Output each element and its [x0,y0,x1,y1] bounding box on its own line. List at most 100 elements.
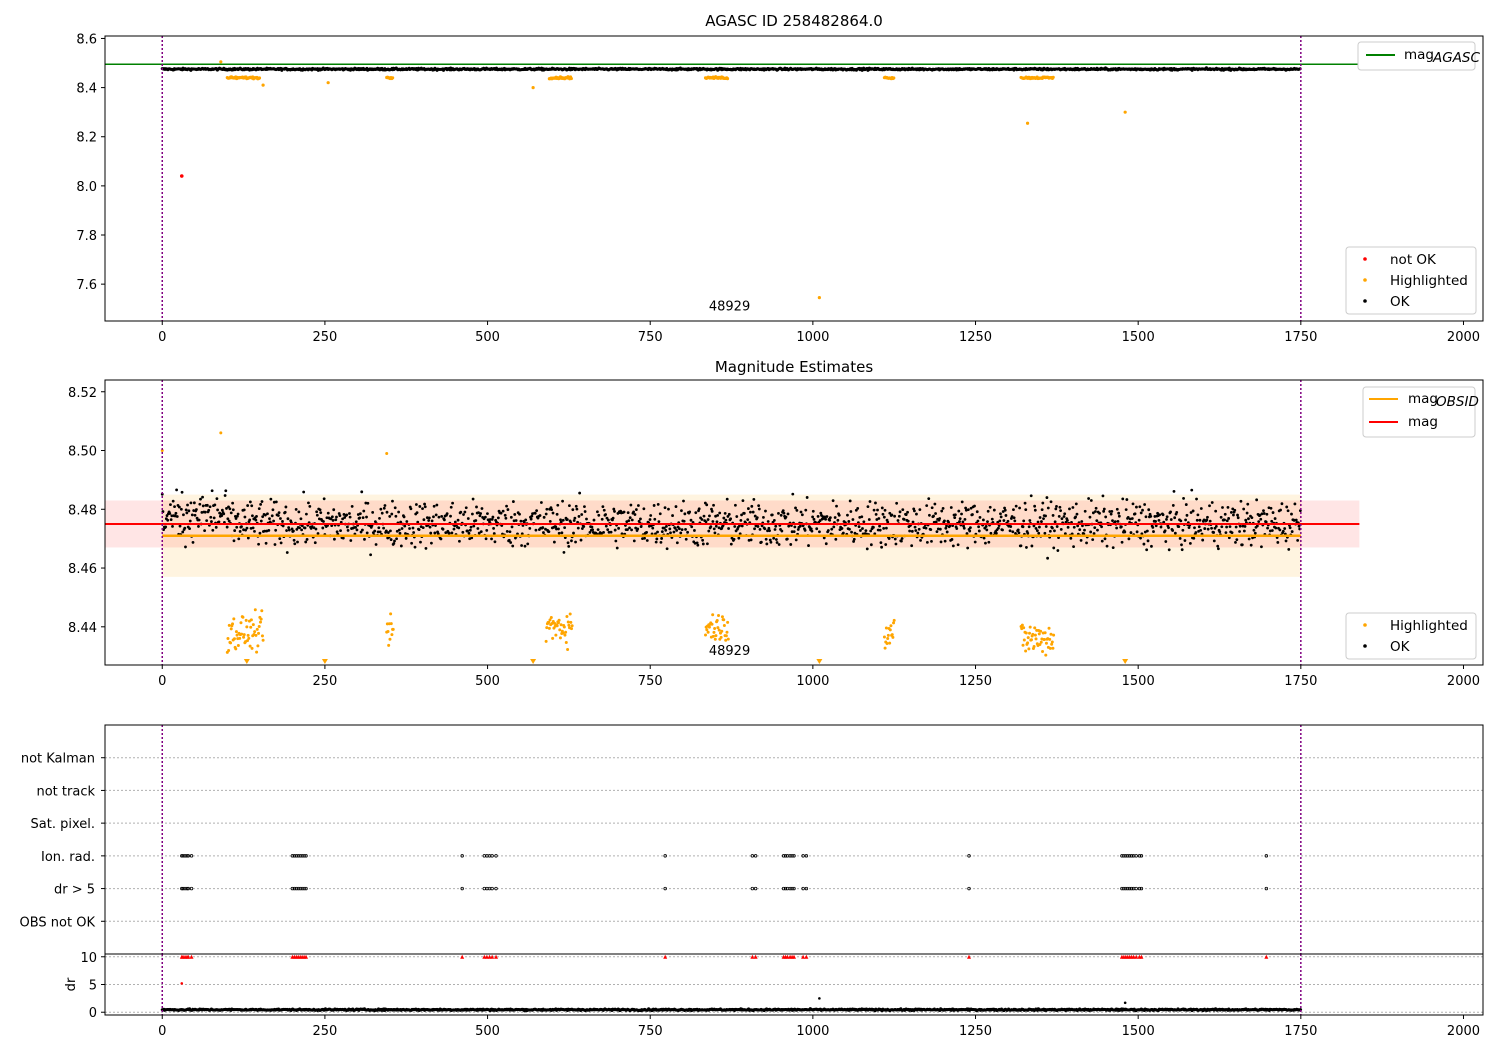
ok-point [682,519,686,523]
ok-point [287,528,291,532]
ok-point [1019,544,1023,548]
highlighted-point [260,609,264,613]
ok-point [461,530,465,534]
ok-point [258,531,262,535]
ok-point [642,507,646,511]
ok-point [184,508,188,512]
flag-point [189,886,194,891]
ok-point [365,531,369,535]
ok-point [1182,497,1185,500]
ok-point [701,538,705,542]
ok-point [1246,502,1250,506]
ok-point [1004,514,1008,517]
legend-subscript: OBSID [1436,394,1479,410]
ok-point [847,520,851,523]
ok-point [300,524,304,528]
ok-point [704,520,708,524]
ok-point [1286,509,1290,513]
ok-point [244,528,247,532]
ok-point [235,514,239,518]
ok-point [668,527,672,531]
highlighted-point [885,642,889,646]
ok-point [1074,515,1078,519]
ok-point [706,518,710,521]
ok-point [191,540,195,544]
ok-point [1205,518,1209,522]
flag-point [294,854,298,858]
flag-point [494,854,498,858]
ok-point [1127,537,1131,541]
ok-point [348,515,352,519]
highlighted-point [882,635,886,639]
ok-point [1110,509,1114,513]
flag-point [292,886,297,891]
ok-point [856,506,860,510]
ok-point [1214,524,1218,528]
ok-point [437,515,441,519]
ok-point [973,504,976,508]
ok-point [679,531,683,535]
ok-point [243,515,247,519]
highlighted-point [236,644,240,648]
ok-point [1080,520,1084,523]
ok-point [472,524,476,528]
ok-point [1244,518,1248,522]
ok-point [398,531,402,535]
ok-point [700,518,704,521]
ok-point [792,530,796,533]
ok-point [882,515,886,519]
ok-point [1194,531,1198,534]
ok-point [433,531,437,535]
ok-point [1169,510,1172,514]
ok-point [769,540,773,544]
ok-point [652,504,656,507]
ok-point [629,503,633,507]
ok-point [341,517,345,521]
ok-point [1096,528,1099,532]
ok-point [648,518,652,521]
ok-point [1285,505,1289,509]
ok-point [651,526,655,530]
ok-point [1058,505,1062,509]
ok-point [315,513,319,517]
ok-point [929,528,933,532]
ok-point [948,524,952,528]
ok-point [452,527,456,531]
ok-point [1189,511,1193,514]
ok-point [574,504,578,508]
ok-point [1130,517,1134,520]
flag-point [801,854,805,858]
ok-point [303,526,307,530]
ok-point [255,514,258,518]
ok-point [1100,539,1104,543]
ok-point [913,525,917,529]
ok-point [1066,518,1069,522]
ok-point [548,519,552,523]
ok-point [235,525,239,529]
ok-point [477,531,481,535]
ok-point [1082,532,1086,536]
ok-point [1105,544,1109,548]
ok-point [950,538,954,541]
ok-point [684,527,687,531]
legend-marker [1363,299,1367,303]
ok-point [346,529,350,532]
ok-point [667,507,670,511]
ok-point [245,526,249,530]
ok-point [335,530,339,534]
ok-point [1253,531,1257,535]
ok-point [1227,536,1231,540]
ok-point [1016,528,1020,532]
ok-point [1259,517,1263,521]
highlighted-point [569,620,573,624]
ok-point [533,511,537,515]
ok-point [1180,543,1183,547]
ok-point [818,519,822,522]
ok-point [709,525,713,529]
ok-point [627,519,631,523]
ok-point [1225,525,1228,529]
ok-point [297,510,301,514]
ok-point [1169,518,1173,521]
